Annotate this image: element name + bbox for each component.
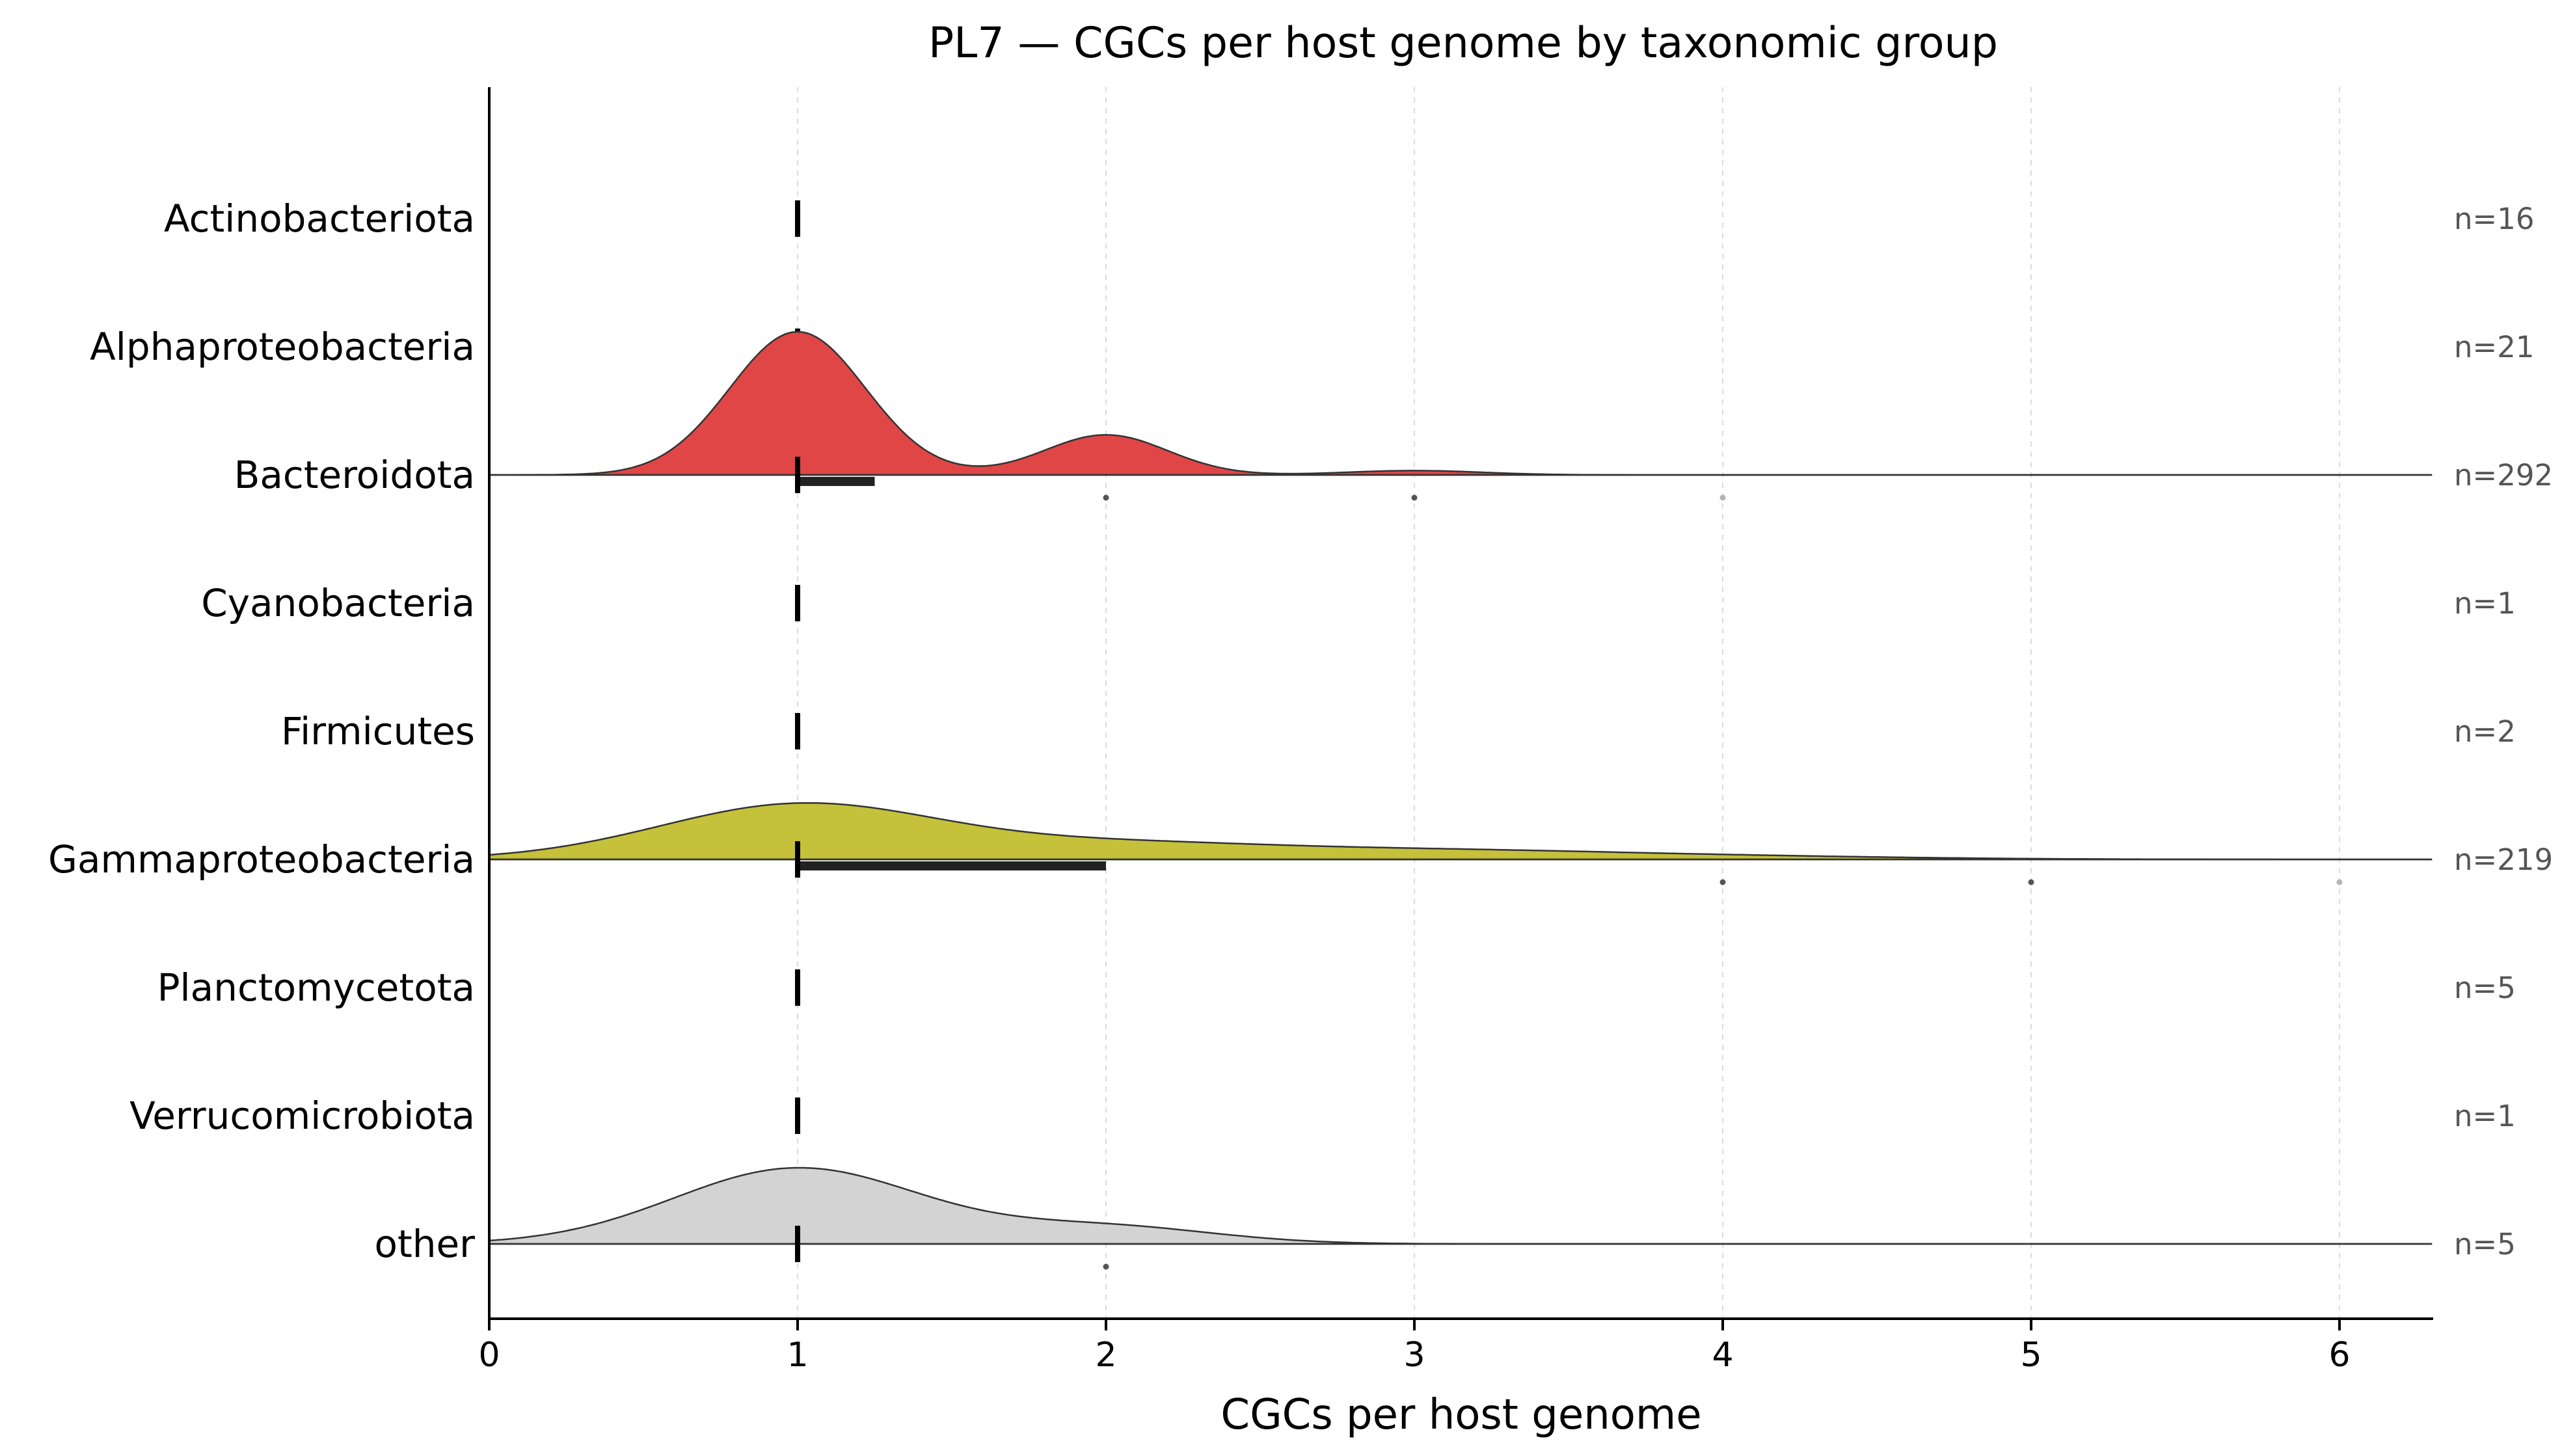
- iqr-bar: [798, 477, 875, 486]
- category-label: Planctomycetota: [157, 965, 475, 1010]
- ridge-actinobacteriota: Actinobacteriota n=16: [164, 196, 2535, 241]
- ridge-firmicutes: Firmicutes n=2: [281, 709, 2516, 753]
- sample-size-label: n=16: [2454, 202, 2535, 236]
- outlier-point: [1719, 494, 1726, 501]
- sample-size-label: n=21: [2454, 330, 2535, 364]
- x-ticks: 0 1 2 3 4 5 6: [478, 1319, 2351, 1375]
- category-label: other: [374, 1222, 475, 1266]
- density-area: [488, 802, 2433, 861]
- outlier-point: [1103, 494, 1109, 501]
- density-area: [488, 1166, 2433, 1245]
- x-tick-label-6: 6: [2328, 1336, 2350, 1375]
- outlier-point: [1103, 1263, 1109, 1270]
- x-tick-label-3: 3: [1403, 1336, 1425, 1375]
- x-tick-label-4: 4: [1712, 1336, 1733, 1375]
- x-tick-label-1: 1: [787, 1336, 808, 1375]
- ridge-planctomycetota: Planctomycetota n=5: [157, 965, 2516, 1010]
- category-label: Alphaproteobacteria: [90, 325, 475, 369]
- density-area: [489, 330, 2433, 476]
- iqr-bar: [798, 861, 1106, 870]
- outlier-point: [2028, 879, 2034, 885]
- category-label: Verrucomicrobiota: [129, 1094, 475, 1138]
- category-label: Gammaproteobacteria: [48, 837, 475, 882]
- category-label: Cyanobacteria: [201, 581, 475, 625]
- x-axis-label: CGCs per host genome: [1220, 1391, 1701, 1439]
- ridge-verrucomicrobiota: Verrucomicrobiota n=1: [129, 1094, 2516, 1138]
- ridge-gammaproteobacteria: Gammaproteobacteria n=219: [48, 802, 2553, 885]
- sample-size-label: n=219: [2454, 843, 2553, 877]
- sample-size-label: n=292: [2454, 458, 2553, 492]
- sample-size-label: n=1: [2454, 586, 2516, 621]
- sample-size-label: n=5: [2454, 971, 2516, 1005]
- sample-size-label: n=5: [2454, 1227, 2516, 1261]
- x-grid: [797, 87, 2340, 1319]
- ridge-other: other n=5: [374, 1166, 2516, 1270]
- ridges: Actinobacteriota n=16 Alphaproteobacteria n…: [48, 196, 2553, 1270]
- sample-size-label: n=1: [2454, 1099, 2516, 1133]
- outlier-point: [1719, 879, 1726, 885]
- x-tick-label-2: 2: [1095, 1336, 1116, 1375]
- axes: [488, 87, 2433, 1320]
- ridge-cyanobacteria: Cyanobacteria n=1: [201, 581, 2516, 625]
- ridge-alphaproteobacteria: Alphaproteobacteria n=21: [90, 325, 2534, 369]
- category-label: Bacteroidota: [234, 453, 475, 497]
- category-label: Actinobacteriota: [164, 196, 475, 241]
- sample-size-label: n=2: [2454, 714, 2516, 749]
- x-tick-label-0: 0: [478, 1336, 500, 1375]
- chart-title: PL7 — CGCs per host genome by taxonomic …: [928, 19, 1998, 68]
- category-label: Firmicutes: [281, 709, 475, 753]
- x-tick-label-5: 5: [2020, 1336, 2042, 1375]
- outlier-point: [1411, 494, 1418, 501]
- outlier-point: [2336, 879, 2343, 885]
- ridge-bacteroidota: Bacteroidota n=292: [234, 330, 2553, 501]
